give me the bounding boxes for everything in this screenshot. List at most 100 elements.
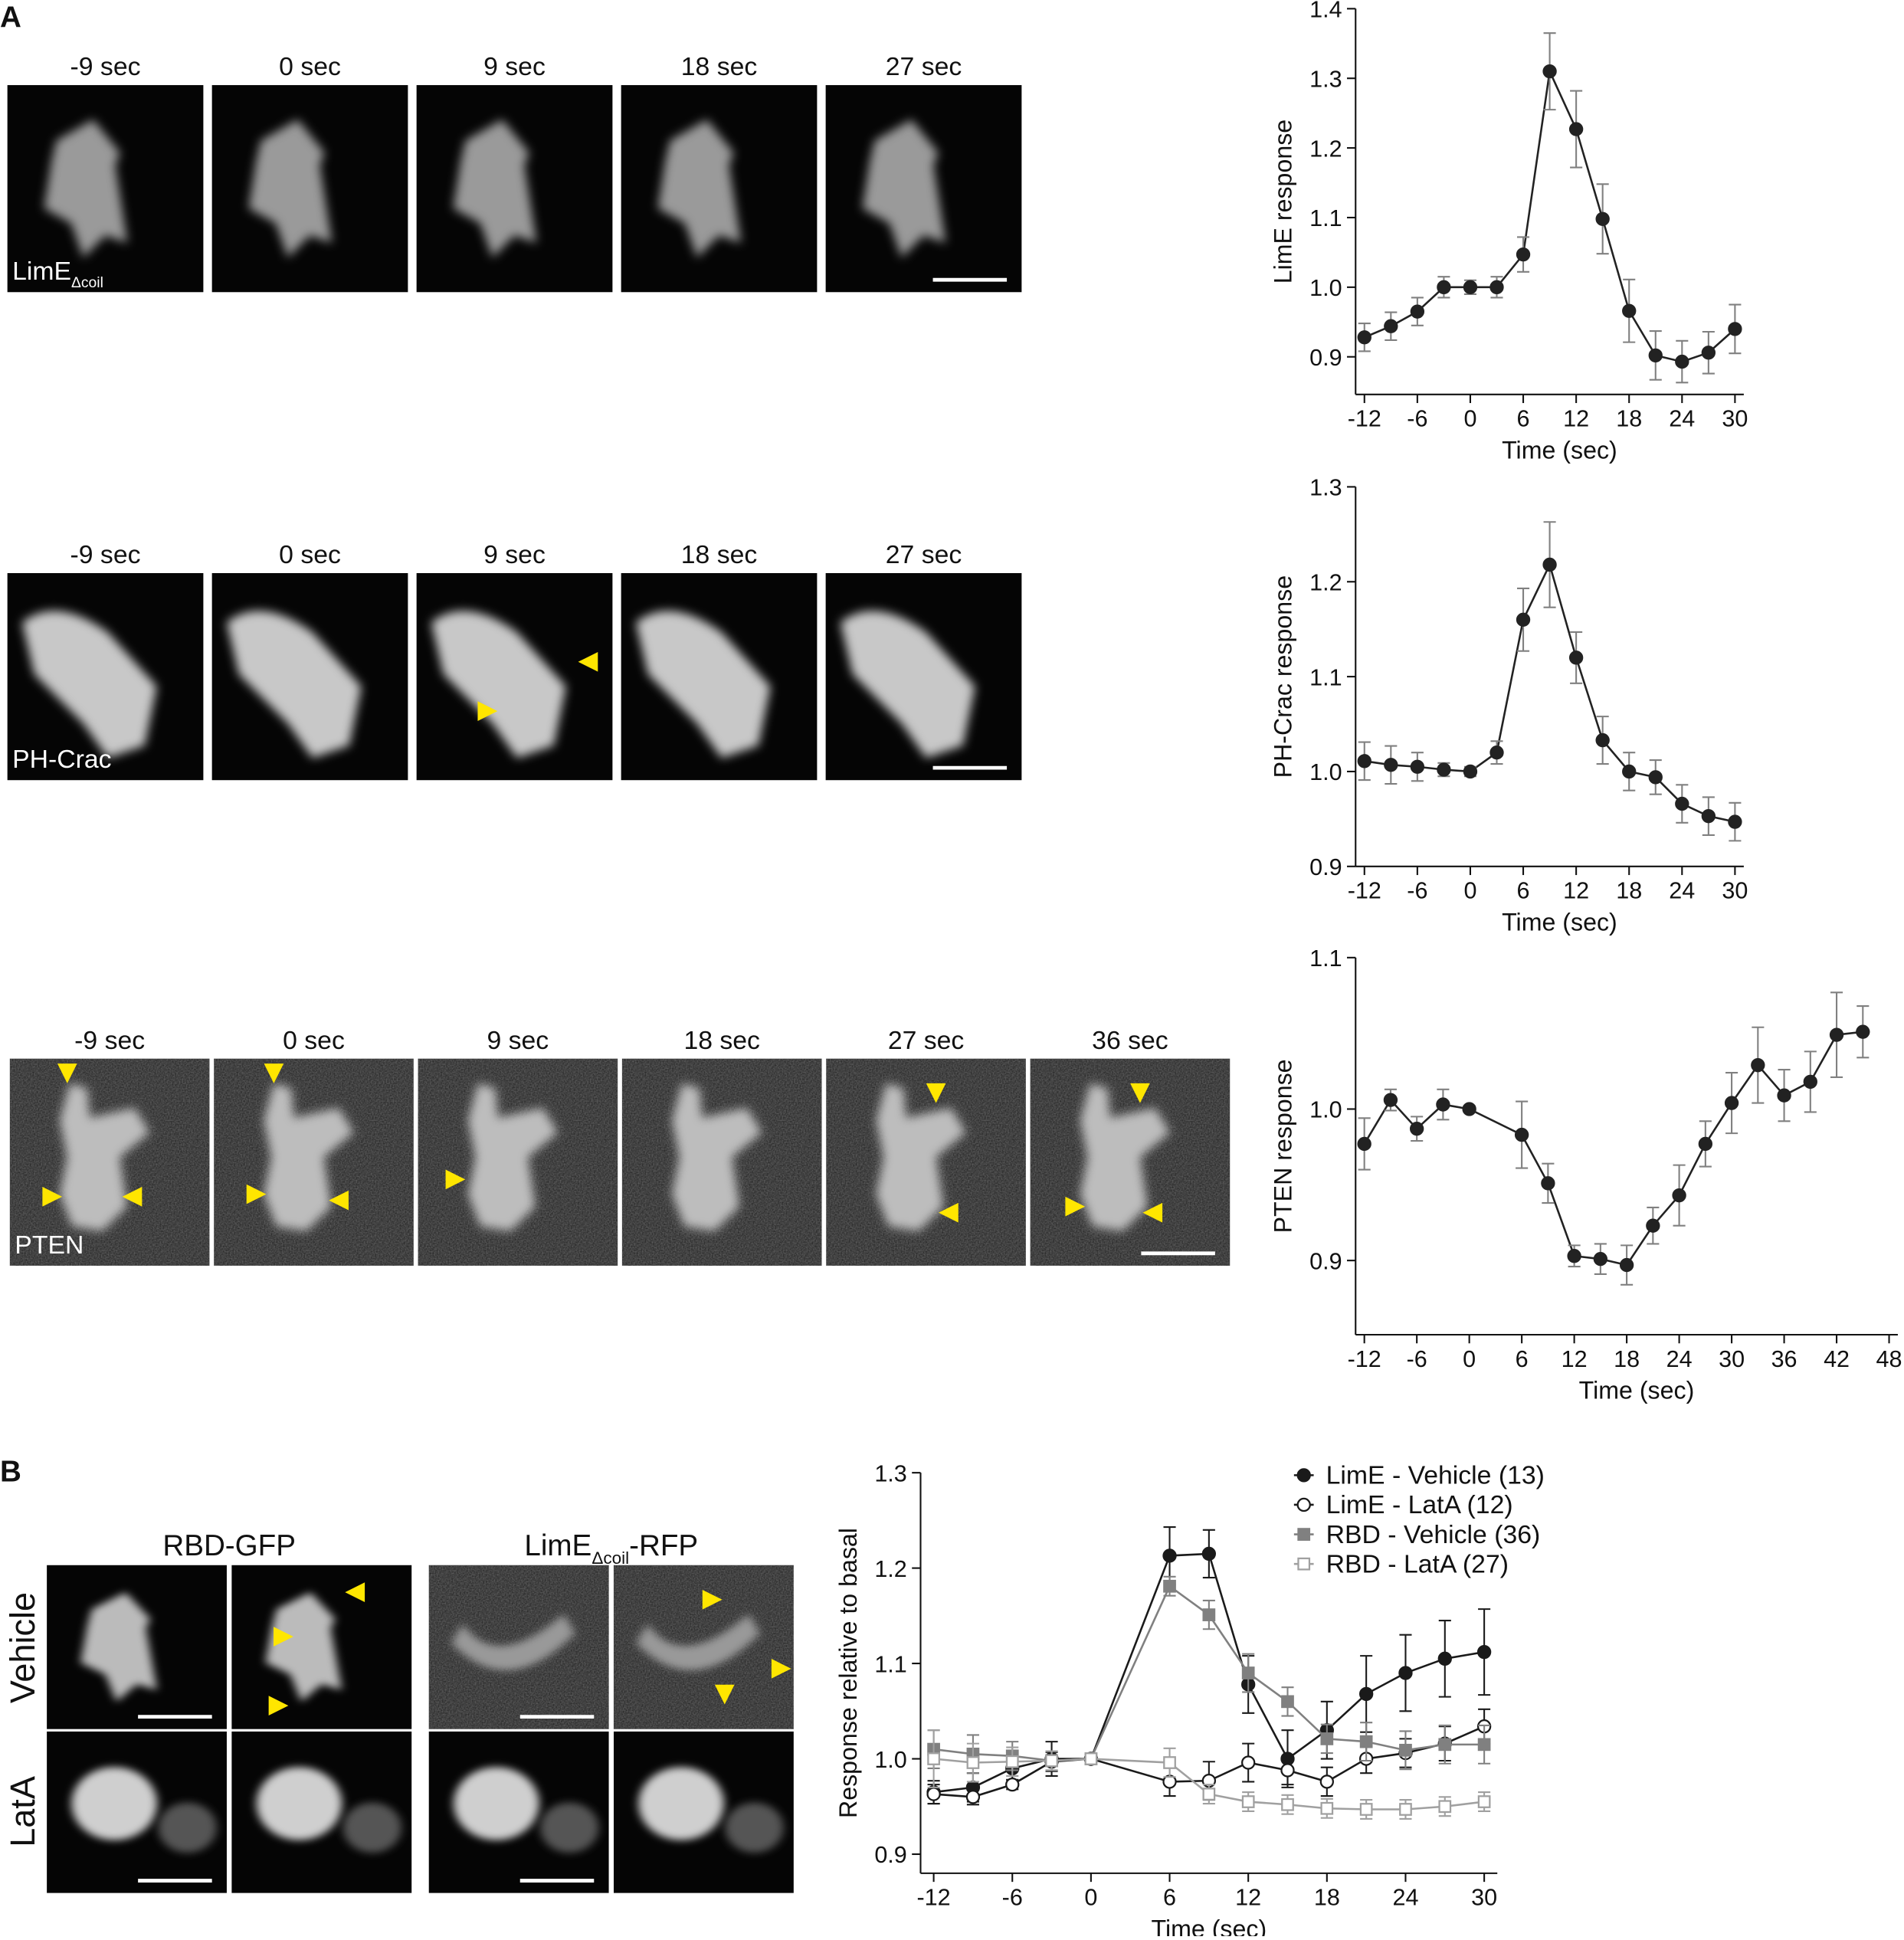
y-tick-label: 1.0 xyxy=(1309,275,1342,301)
micrograph xyxy=(613,1731,794,1893)
point xyxy=(1357,754,1371,768)
arrowhead xyxy=(702,1589,723,1610)
x-tick-label: 24 xyxy=(1669,878,1695,904)
x-tick-label: 18 xyxy=(1616,406,1642,432)
column-title: RBD-GFP xyxy=(162,1529,296,1562)
point xyxy=(1698,1136,1713,1152)
point xyxy=(1438,1800,1452,1814)
y-tick-label: 0.9 xyxy=(1309,345,1342,371)
cell xyxy=(60,1083,150,1231)
column-title-main: LimE xyxy=(524,1529,592,1562)
x-tick-label: 48 xyxy=(1876,1346,1902,1372)
micrograph xyxy=(214,1058,414,1266)
point xyxy=(1728,322,1742,336)
point xyxy=(927,1752,940,1765)
arrow-group xyxy=(268,1582,365,1716)
micrograph xyxy=(621,85,818,293)
x-tick-label: 24 xyxy=(1669,406,1695,432)
series-line xyxy=(1363,1031,1863,1267)
x-tick-label: -12 xyxy=(1348,406,1381,432)
y-tick-label: 1.1 xyxy=(1309,664,1342,690)
time-label: 18 sec xyxy=(681,540,757,569)
point xyxy=(1359,1803,1373,1816)
point xyxy=(1542,557,1557,572)
y-axis-label: LimE response xyxy=(1270,120,1297,283)
series-line xyxy=(933,1758,1485,1811)
micrograph xyxy=(7,573,204,781)
legend-label: LimE - LatA (12) xyxy=(1326,1490,1513,1519)
arrowhead xyxy=(477,701,498,722)
x-tick-label: -12 xyxy=(1348,1346,1381,1372)
point xyxy=(1728,814,1742,829)
x-tick-label: 18 xyxy=(1314,1885,1340,1911)
legend-marker xyxy=(1296,1497,1311,1512)
cell-body xyxy=(635,611,771,759)
time-label: 18 sec xyxy=(683,1026,759,1055)
micrograph xyxy=(231,1565,412,1729)
micrograph xyxy=(825,573,1022,781)
x-tick-label: 30 xyxy=(1722,878,1748,904)
point xyxy=(1320,1732,1334,1745)
legend-marker xyxy=(1296,1468,1311,1483)
marker-name: PH-Crac xyxy=(12,745,111,774)
y-tick-label: 1.1 xyxy=(1309,205,1342,231)
time-label: 0 sec xyxy=(279,540,341,569)
point xyxy=(1281,1695,1294,1709)
cell-body xyxy=(44,120,128,258)
arrowhead xyxy=(57,1063,77,1083)
x-tick-label: -6 xyxy=(1407,1346,1427,1372)
point xyxy=(1463,280,1478,295)
cell xyxy=(248,120,333,258)
x-tick-label: -12 xyxy=(917,1885,951,1911)
micrograph xyxy=(613,1565,794,1729)
legend-marker xyxy=(1297,1528,1311,1541)
x-tick-label: 0 xyxy=(1084,1885,1097,1911)
x-tick-label: 30 xyxy=(1719,1346,1745,1372)
x-axis-label: Time (sec) xyxy=(1502,436,1617,464)
point xyxy=(1359,1735,1373,1748)
arrowhead xyxy=(329,1190,349,1211)
point xyxy=(1202,1788,1216,1801)
point xyxy=(1241,1755,1256,1770)
point xyxy=(1410,304,1425,319)
cell-body xyxy=(264,1083,354,1231)
cell xyxy=(226,611,362,759)
cell xyxy=(44,120,128,258)
marker-name: PTEN xyxy=(15,1231,84,1260)
cell-body xyxy=(451,1614,575,1670)
cell xyxy=(453,120,537,258)
y-tick-label: 1.2 xyxy=(874,1556,906,1582)
y-tick-label: 1.3 xyxy=(874,1460,906,1486)
y-tick-label: 1.0 xyxy=(1309,1097,1342,1123)
point xyxy=(1516,247,1531,262)
point xyxy=(1829,1027,1844,1042)
point xyxy=(1241,1666,1255,1679)
cell xyxy=(467,1083,558,1231)
arrowhead xyxy=(1142,1202,1163,1223)
cell xyxy=(256,1767,402,1853)
point xyxy=(1202,1608,1216,1621)
y-tick-label: 1.2 xyxy=(1309,570,1342,596)
x-tick-label: 12 xyxy=(1563,406,1589,432)
point xyxy=(1803,1074,1817,1090)
time-label: 18 sec xyxy=(681,52,757,81)
arrowhead xyxy=(345,1582,365,1603)
cell xyxy=(71,1767,217,1853)
point xyxy=(1567,1249,1581,1263)
column-title-main: RBD-GFP xyxy=(162,1529,296,1562)
point xyxy=(1489,280,1504,295)
x-axis-label: Time (sec) xyxy=(1502,908,1617,936)
cell xyxy=(636,1614,760,1670)
point xyxy=(1320,1801,1334,1815)
cell-body xyxy=(876,1083,966,1231)
point xyxy=(1646,1218,1660,1233)
x-tick-label: 6 xyxy=(1516,1346,1529,1372)
cell xyxy=(80,1592,157,1702)
arrowhead xyxy=(246,1184,267,1204)
arrowhead xyxy=(1130,1083,1150,1103)
point xyxy=(1595,732,1610,748)
arrowhead xyxy=(42,1186,63,1207)
point xyxy=(1542,64,1557,79)
y-tick-label: 1.1 xyxy=(1309,945,1342,972)
point xyxy=(1005,1777,1020,1792)
